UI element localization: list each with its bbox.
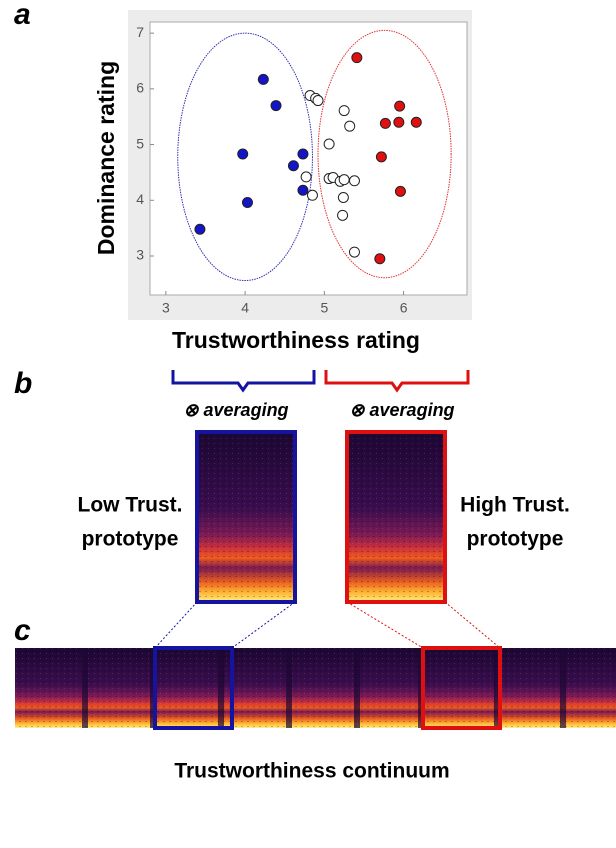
caption: Trustworthiness continuum — [174, 760, 449, 783]
x-tick-label: 3 — [162, 300, 170, 316]
panel-b: b ⊗ averaging ⊗ averaging Low Trust. pro… — [14, 367, 570, 648]
connector — [445, 602, 500, 648]
point — [395, 101, 405, 111]
point — [345, 121, 355, 131]
panel-c: c Trustworthiness continuum — [14, 614, 616, 783]
point — [339, 175, 349, 185]
point — [238, 149, 248, 159]
point — [298, 185, 308, 195]
y-tick-label: 7 — [136, 24, 144, 40]
point — [380, 118, 390, 128]
point — [349, 247, 359, 257]
panel-label: a — [14, 0, 31, 31]
prototype-label: High Trust. — [460, 494, 570, 517]
operation-label: ⊗ averaging — [183, 400, 288, 420]
connector — [155, 602, 197, 648]
point — [307, 190, 317, 200]
point — [375, 254, 385, 264]
point — [313, 96, 323, 106]
point — [339, 106, 349, 116]
point — [394, 117, 404, 127]
y-tick-label: 3 — [136, 247, 144, 263]
x-axis-label: Trustworthiness rating — [172, 327, 420, 353]
y-tick-label: 5 — [136, 135, 144, 151]
operation-label: ⊗ averaging — [349, 400, 454, 420]
x-tick-label: 4 — [241, 300, 249, 316]
y-tick-label: 6 — [136, 80, 144, 96]
point — [258, 74, 268, 84]
spectrogram-frame — [347, 432, 445, 602]
x-tick-label: 6 — [400, 300, 408, 316]
scatter-panel: a Trustworthiness rating Dominance ratin… — [14, 0, 472, 353]
point — [411, 117, 421, 127]
point — [288, 161, 298, 171]
prototype-label: Low Trust. — [78, 494, 183, 517]
prototype-label: prototype — [82, 528, 179, 551]
point — [376, 152, 386, 162]
point — [195, 224, 205, 234]
prototype-label: prototype — [467, 528, 564, 551]
x-tick-label: 5 — [320, 300, 328, 316]
point — [242, 198, 252, 208]
point — [395, 186, 405, 196]
connector — [347, 602, 423, 648]
plot-area — [150, 22, 467, 295]
point — [301, 172, 311, 182]
bracket — [173, 370, 314, 390]
point — [349, 176, 359, 186]
y-axis-label: Dominance rating — [93, 61, 119, 255]
figure: a Trustworthiness rating Dominance ratin… — [0, 0, 616, 843]
point — [324, 139, 334, 149]
point — [298, 149, 308, 159]
point — [338, 210, 348, 220]
point — [338, 193, 348, 203]
spectrogram-frame — [197, 432, 295, 602]
point — [271, 101, 281, 111]
panel-label: b — [14, 367, 32, 400]
point — [352, 53, 362, 63]
panel-label: c — [14, 614, 31, 647]
connector — [232, 602, 295, 648]
bracket — [326, 370, 468, 390]
y-tick-label: 4 — [136, 191, 144, 207]
spectrogram-texture — [15, 648, 616, 728]
